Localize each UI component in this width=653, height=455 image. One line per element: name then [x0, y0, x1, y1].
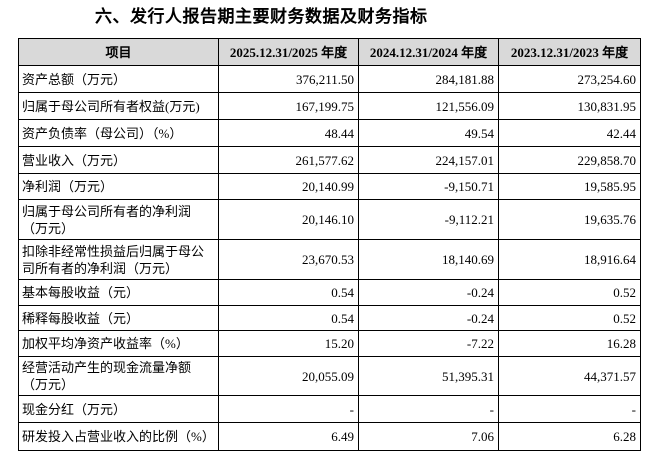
row-label: 加权平均净资产收益率（%） [18, 330, 219, 357]
table-row: 现金分红（万元） - - - [18, 395, 641, 423]
cell-value: 229,858.70 [498, 146, 641, 174]
cell-value: 48.44 [218, 119, 359, 147]
cell-value: 15.20 [218, 330, 359, 357]
cell-value: 19,635.76 [498, 199, 641, 240]
column-header: 项目 [18, 38, 219, 66]
cell-value: 0.52 [498, 279, 641, 306]
row-label: 营业收入（万元） [18, 146, 219, 174]
cell-value: 284,181.88 [358, 65, 499, 93]
cell-value: 167,199.75 [218, 92, 359, 120]
column-header: 2024.12.31/2024 年度 [358, 38, 499, 66]
row-label: 资产总额（万元） [18, 65, 219, 93]
cell-value: 44,371.57 [498, 356, 641, 396]
table-head: 项目 2025.12.31/2025 年度 2024.12.31/2024 年度 20… [18, 38, 641, 66]
row-label: 研发投入占营业收入的比例（%） [18, 422, 219, 451]
cell-value: 261,577.62 [218, 146, 359, 174]
table-row: 加权平均净资产收益率（%） 15.20 -7.22 16.28 [18, 330, 641, 357]
cell-value: -0.24 [358, 279, 499, 306]
table-body: 资产总额（万元） 376,211.50 284,181.88 273,254.60 归属… [18, 65, 641, 451]
cell-value: 20,140.99 [218, 173, 359, 200]
row-label: 净利润（万元） [18, 173, 219, 200]
row-label: 稀释每股收益（元） [18, 305, 219, 331]
cell-value: 6.49 [218, 422, 359, 451]
cell-value: -0.24 [358, 305, 499, 331]
table-row: 研发投入占营业收入的比例（%） 6.49 7.06 6.28 [18, 422, 641, 451]
table-row: 营业收入（万元） 261,577.62 224,157.01 229,858.70 [18, 146, 641, 174]
column-header: 2025.12.31/2025 年度 [218, 38, 359, 66]
cell-value: 0.52 [498, 305, 641, 331]
row-label: 扣除非经常性损益后归属于母公司所有者的净利润（万元） [18, 239, 219, 280]
row-label: 经营活动产生的现金流量净额（万元） [18, 356, 219, 396]
row-label: 资产负债率（母公司）（%） [18, 119, 219, 147]
cell-value: -9,112.21 [358, 199, 499, 240]
table-row: 归属于母公司所有者的净利润（万元） 20,146.10 -9,112.21 19,63… [18, 199, 641, 240]
header-row: 项目 2025.12.31/2025 年度 2024.12.31/2024 年度 20… [18, 38, 641, 66]
cell-value: 6.28 [498, 422, 641, 451]
table-row: 经营活动产生的现金流量净额（万元） 20,055.09 51,395.31 44,37… [18, 356, 641, 396]
cell-value: 7.06 [358, 422, 499, 451]
cell-value: -7.22 [358, 330, 499, 357]
cell-value: 20,055.09 [218, 356, 359, 396]
cell-value: 130,831.95 [498, 92, 641, 120]
table-row: 资产总额（万元） 376,211.50 284,181.88 273,254.60 [18, 65, 641, 93]
row-label: 现金分红（万元） [18, 395, 219, 423]
cell-value: 18,140.69 [358, 239, 499, 280]
cell-value: 224,157.01 [358, 146, 499, 174]
table-row: 扣除非经常性损益后归属于母公司所有者的净利润（万元） 23,670.53 18,14… [18, 239, 641, 280]
financial-table: 项目 2025.12.31/2025 年度 2024.12.31/2024 年度 20… [18, 38, 641, 451]
section-title: 六、发行人报告期主要财务数据及财务指标 [95, 7, 428, 27]
cell-value: 42.44 [498, 119, 641, 147]
table-row: 稀释每股收益（元） 0.54 -0.24 0.52 [18, 305, 641, 331]
row-label: 归属于母公司所有者的净利润（万元） [18, 199, 219, 240]
cell-value: 121,556.09 [358, 92, 499, 120]
table-row: 资产负债率（母公司）（%） 48.44 49.54 42.44 [18, 119, 641, 147]
cell-value: - [498, 395, 641, 423]
cell-value: 376,211.50 [218, 65, 359, 93]
row-label: 归属于母公司所有者权益(万元) [18, 92, 219, 120]
cell-value: -9,150.71 [358, 173, 499, 200]
cell-value: - [218, 395, 359, 423]
cell-value: 16.28 [498, 330, 641, 357]
cell-value: 18,916.64 [498, 239, 641, 280]
cell-value: 23,670.53 [218, 239, 359, 280]
cell-value: 0.54 [218, 279, 359, 306]
table-row: 基本每股收益（元） 0.54 -0.24 0.52 [18, 279, 641, 306]
table-row: 净利润（万元） 20,140.99 -9,150.71 19,585.95 [18, 173, 641, 200]
cell-value: 49.54 [358, 119, 499, 147]
cell-value: 273,254.60 [498, 65, 641, 93]
column-header: 2023.12.31/2023 年度 [498, 38, 641, 66]
cell-value: 19,585.95 [498, 173, 641, 200]
cell-value: 0.54 [218, 305, 359, 331]
table-row: 归属于母公司所有者权益(万元) 167,199.75 121,556.09 130,8… [18, 92, 641, 120]
cell-value: 20,146.10 [218, 199, 359, 240]
cell-value: 51,395.31 [358, 356, 499, 396]
row-label: 基本每股收益（元） [18, 279, 219, 306]
cell-value: - [358, 395, 499, 423]
